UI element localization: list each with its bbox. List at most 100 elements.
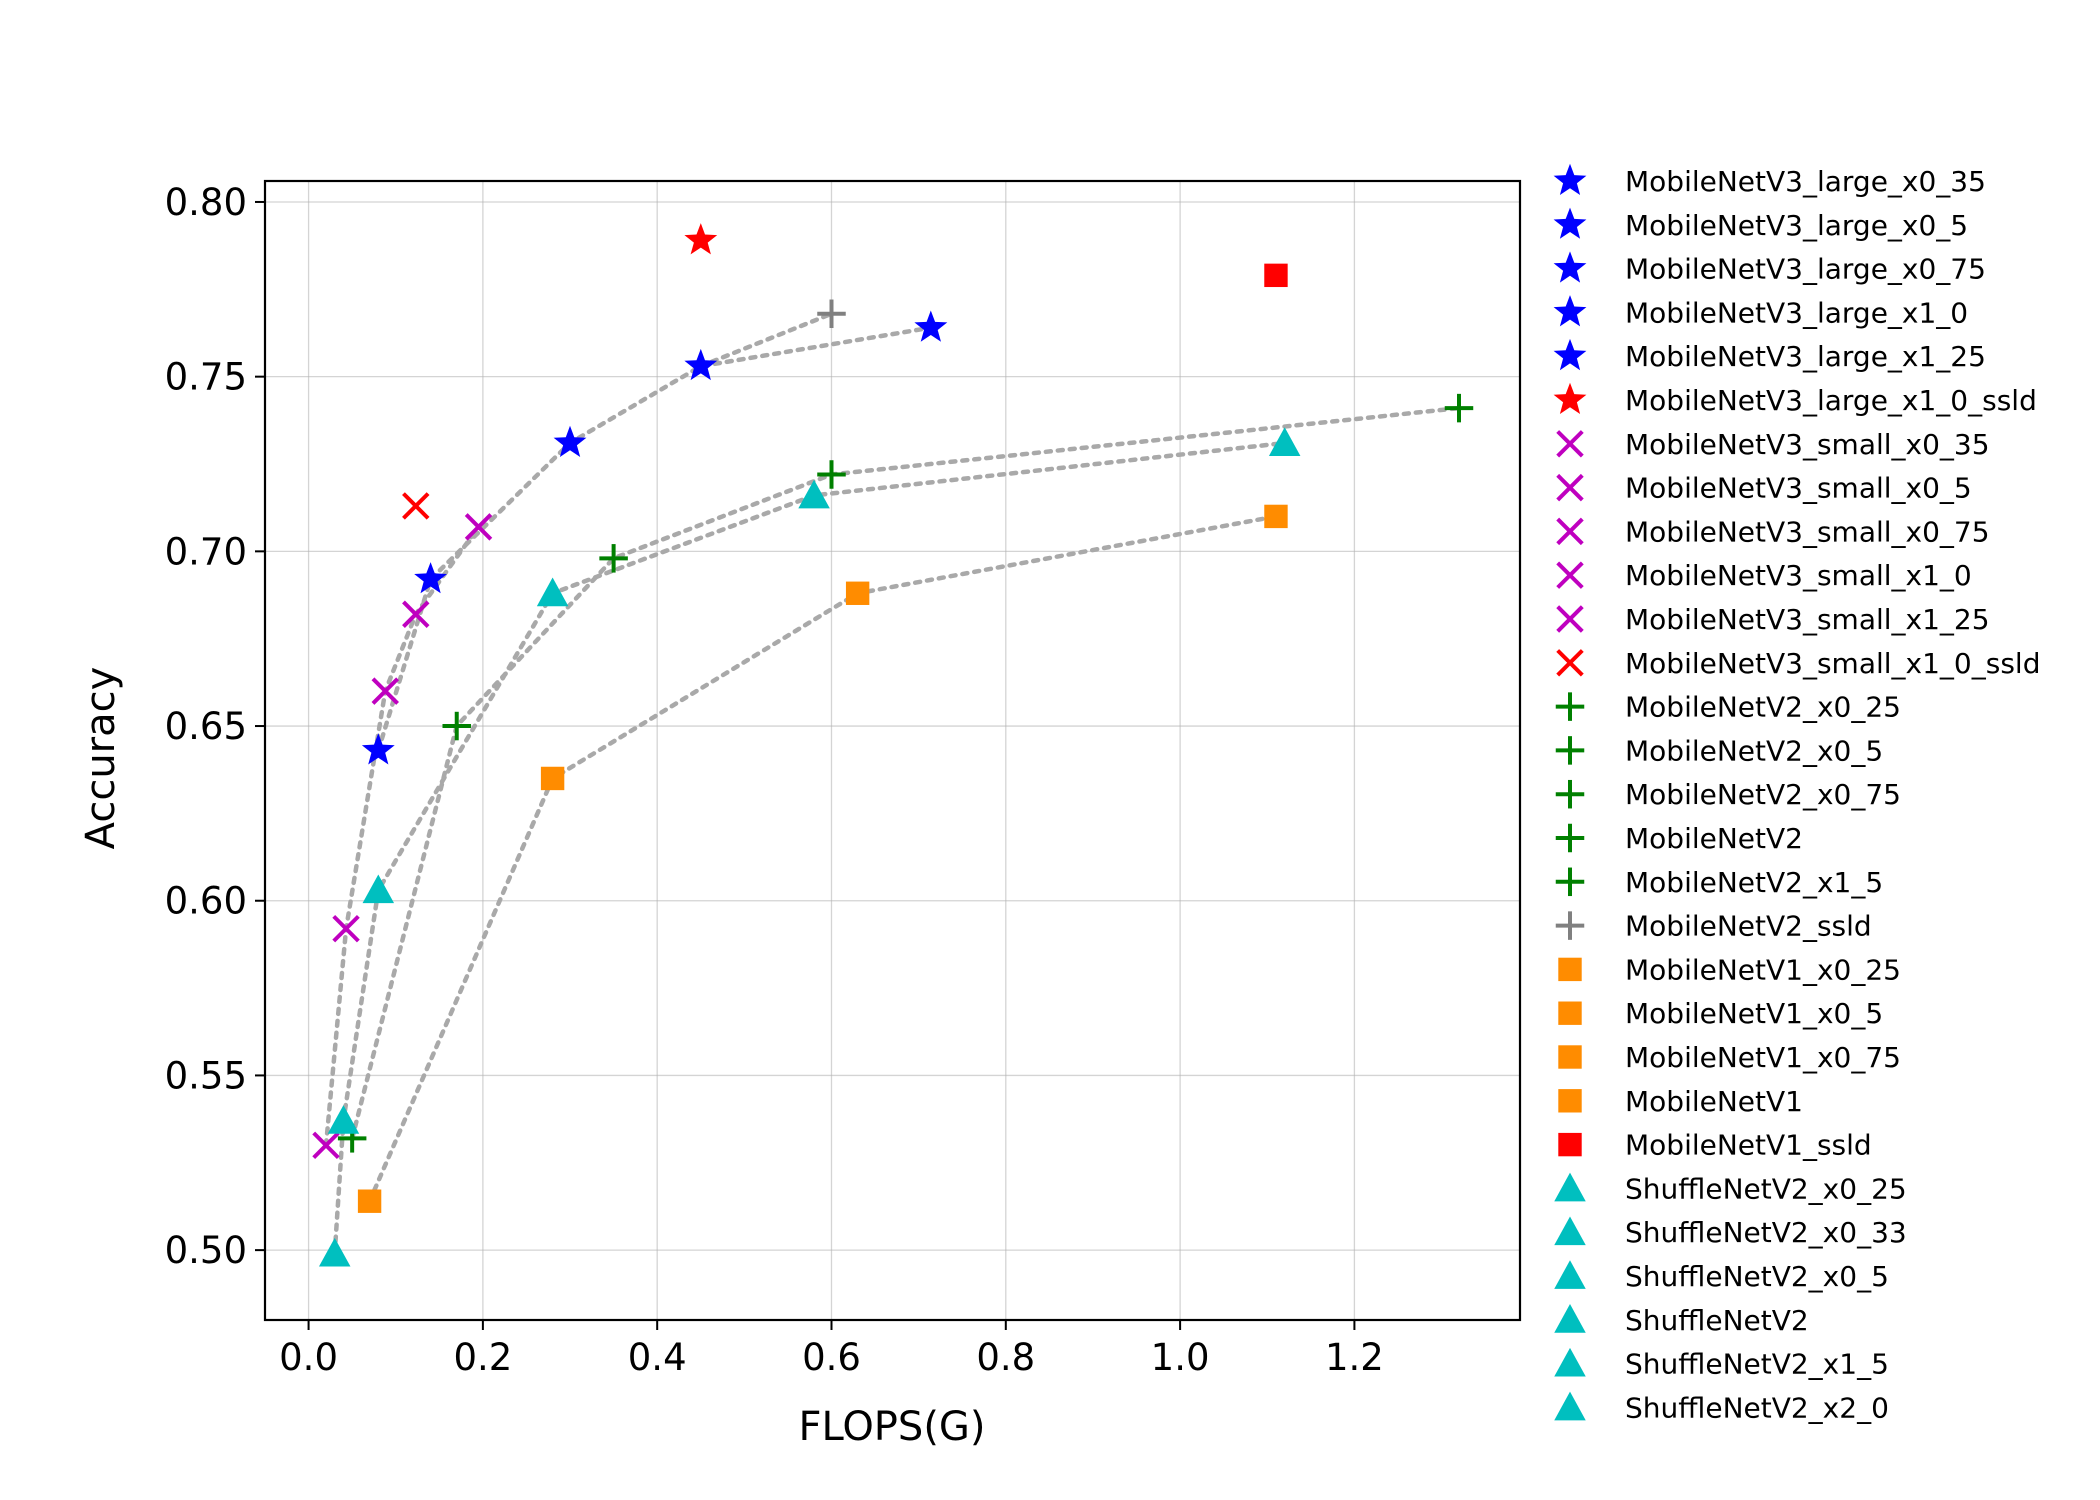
- legend-marker-MobileNetV1_x0_5: [1558, 1001, 1582, 1025]
- legend-label: MobileNetV3_small_x1_25: [1625, 603, 1990, 636]
- legend-label: MobileNetV3_large_x1_0_ssld: [1625, 384, 2037, 417]
- legend-label: ShuffleNetV2: [1625, 1304, 1809, 1337]
- data-point-MobileNetV2: [817, 460, 846, 489]
- data-point-ShuffleNetV2_x0_25: [318, 1237, 351, 1267]
- data-point-MobileNetV3_small_x0_75: [371, 677, 399, 705]
- legend-marker-MobileNetV2_x0_25: [1555, 692, 1585, 721]
- x-tick-label: 1.0: [1151, 1336, 1210, 1379]
- data-point-ShuffleNetV2_x1_5: [798, 479, 830, 509]
- legend-label: ShuffleNetV2_x2_0: [1625, 1391, 1889, 1424]
- legend-label: MobileNetV3_small_x0_5: [1625, 472, 1972, 505]
- data-point-MobileNetV3_large_x0_35: [361, 733, 395, 765]
- x-tick-label: 0.8: [976, 1336, 1035, 1379]
- legend-marker-MobileNetV1_x0_75: [1558, 1045, 1582, 1069]
- legend-marker-MobileNetV2: [1555, 823, 1585, 853]
- legend-label: MobileNetV1: [1625, 1085, 1803, 1118]
- plot-frame: [263, 179, 1522, 1322]
- x-tick-label: 0.4: [628, 1336, 687, 1379]
- data-point-MobileNetV3_small_x1_0: [402, 600, 430, 628]
- y-tick-label: 0.80: [165, 181, 247, 224]
- legend-marker-ShuffleNetV2_x0_25: [1554, 1172, 1586, 1202]
- legend-label: MobileNetV3_small_x0_75: [1625, 515, 1990, 548]
- legend-label: MobileNetV2_x0_75: [1625, 778, 1901, 811]
- legend-label: MobileNetV2: [1625, 822, 1803, 855]
- y-tick-label: 0.65: [165, 705, 247, 748]
- legend: MobileNetV3_large_x0_35 MobileNetV3_large…: [1553, 163, 2040, 1424]
- x-axis-ticks: 0.0 0.2 0.4 0.6 0.8 1.0 1.2: [279, 1320, 1384, 1379]
- data-point-MobileNetV1_ssld: [1264, 263, 1288, 288]
- legend-label: ShuffleNetV2_x0_5: [1625, 1260, 1889, 1293]
- y-tick-label: 0.75: [165, 356, 247, 399]
- y-axis-label: Accuracy: [78, 667, 124, 850]
- legend-label: MobileNetV3_small_x0_35: [1625, 428, 1990, 461]
- legend-label: MobileNetV3_small_x1_0_ssld: [1625, 647, 2040, 680]
- data-point-MobileNetV2_x1_5: [1444, 393, 1474, 423]
- y-tick-label: 0.60: [165, 880, 247, 923]
- legend-label: MobileNetV1_x0_5: [1625, 997, 1883, 1030]
- y-axis-ticks: 0.50 0.55 0.60 0.65 0.70 0.75 0.80: [165, 181, 265, 1272]
- data-point-MobileNetV3_large_x1_25: [914, 310, 948, 342]
- legend-label: MobileNetV2_x1_5: [1625, 866, 1883, 899]
- legend-label: MobileNetV3_small_x1_0: [1625, 559, 1972, 592]
- data-point-MobileNetV3_large_x1_0_ssld: [684, 223, 718, 255]
- data-point-ShuffleNetV2_x2_0: [1268, 427, 1301, 456]
- data-point-MobileNetV2_x0_5: [442, 711, 471, 741]
- legend-marker-MobileNetV3_small_x0_35: [1556, 430, 1584, 458]
- y-tick-label: 0.55: [165, 1054, 247, 1097]
- legend-marker-MobileNetV3_small_x1_25: [1556, 605, 1584, 633]
- legend-label: MobileNetV2_x0_5: [1625, 734, 1883, 767]
- x-tick-label: 0.0: [279, 1336, 338, 1379]
- legend-marker-MobileNetV3_large_x1_25: [1553, 338, 1587, 371]
- data-point-MobileNetV3_large_x1_0: [684, 348, 718, 381]
- legend-label: MobileNetV1_x0_75: [1625, 1041, 1901, 1074]
- data-point-MobileNetV1_x0_25: [357, 1189, 382, 1213]
- legend-label: ShuffleNetV2_x0_25: [1625, 1172, 1907, 1205]
- x-axis-label: FLOPS(G): [798, 1404, 985, 1450]
- legend-marker-ShuffleNetV2_x1_5: [1554, 1347, 1586, 1377]
- y-tick-label: 0.70: [165, 530, 247, 573]
- legend-label: ShuffleNetV2_x0_33: [1625, 1216, 1907, 1249]
- family-trend-line: [367, 514, 1279, 1204]
- data-point-MobileNetV2_ssld: [817, 299, 846, 329]
- legend-marker-ShuffleNetV2_x2_0: [1554, 1391, 1586, 1421]
- legend-label: MobileNetV3_large_x1_0: [1625, 296, 1968, 329]
- data-point-MobileNetV3_large_x0_5: [414, 562, 447, 594]
- legend-marker-MobileNetV3_small_x1_0: [1556, 561, 1584, 589]
- data-point-MobileNetV1: [1264, 504, 1288, 529]
- legend-label: MobileNetV2_ssld: [1625, 910, 1872, 943]
- grid-lines: [265, 181, 1520, 1320]
- data-point-MobileNetV3_large_x0_75: [553, 425, 587, 457]
- data-point-MobileNetV3_small_x0_35: [312, 1131, 340, 1160]
- legend-marker-MobileNetV3_small_x1_0_ssld: [1556, 649, 1584, 677]
- legend-label: MobileNetV1_ssld: [1625, 1129, 1872, 1162]
- data-point-MobileNetV1_x0_5: [540, 766, 565, 791]
- legend-marker-MobileNetV3_large_x1_0: [1553, 295, 1587, 327]
- legend-marker-MobileNetV1_x0_25: [1558, 957, 1582, 982]
- x-tick-label: 1.2: [1325, 1336, 1384, 1379]
- x-tick-label: 0.2: [453, 1336, 512, 1379]
- legend-marker-MobileNetV3_large_x0_5: [1553, 207, 1587, 239]
- legend-label: MobileNetV3_large_x0_75: [1625, 253, 1986, 286]
- data-point-MobileNetV3_small_x1_0_ssld: [402, 492, 430, 520]
- data-point-MobileNetV2_x0_75: [599, 544, 628, 573]
- ssld-trend-line: [698, 311, 834, 369]
- legend-label: MobileNetV1_x0_25: [1625, 953, 1901, 986]
- legend-marker-MobileNetV2_x1_5: [1555, 867, 1585, 897]
- legend-marker-MobileNetV1_ssld: [1558, 1132, 1582, 1157]
- legend-label: ShuffleNetV2_x1_5: [1625, 1348, 1889, 1381]
- legend-marker-MobileNetV2_x0_75: [1555, 779, 1585, 809]
- legend-label: MobileNetV2_x0_25: [1625, 691, 1901, 724]
- legend-marker-MobileNetV3_large_x1_0_ssld: [1553, 382, 1587, 414]
- data-point-ShuffleNetV2: [536, 577, 569, 607]
- legend-marker-ShuffleNetV2_x0_5: [1554, 1260, 1586, 1289]
- family-trend-line: [332, 440, 1287, 1256]
- data-point-ShuffleNetV2_x0_5: [362, 874, 395, 904]
- legend-marker-MobileNetV3_large_x0_75: [1553, 251, 1587, 283]
- legend-marker-MobileNetV2_x0_5: [1555, 736, 1585, 765]
- data-point-MobileNetV1_x0_75: [845, 581, 870, 605]
- legend-marker-MobileNetV3_small_x0_5: [1556, 473, 1584, 502]
- legend-marker-MobileNetV2_ssld: [1555, 911, 1585, 940]
- legend-label: MobileNetV3_large_x1_25: [1625, 340, 1986, 373]
- legend-marker-ShuffleNetV2: [1554, 1304, 1586, 1333]
